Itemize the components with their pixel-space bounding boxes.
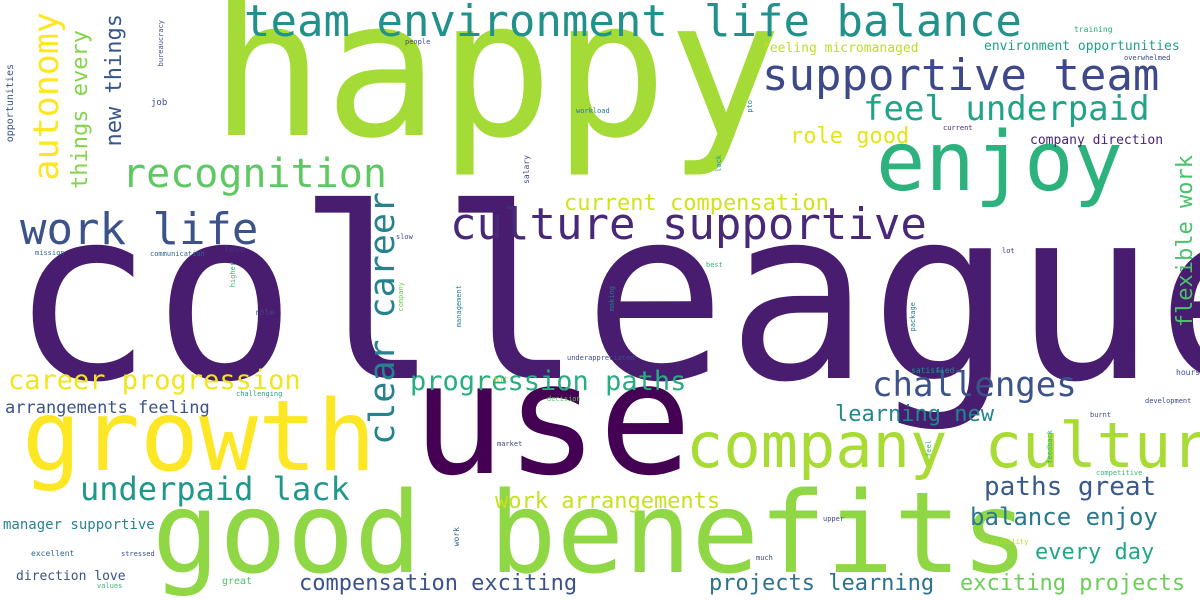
word-excellent: excellent [31, 549, 75, 558]
word-love: love [224, 245, 246, 255]
word-life-balance: life balance [704, 0, 1022, 47]
word-team-environment: team environment [244, 0, 668, 47]
word-current: current [943, 124, 973, 132]
word-lot: lot [1002, 247, 1015, 255]
word-manager-supportive: manager supportive [3, 517, 155, 533]
word-great: great [222, 576, 253, 587]
word-role: role [255, 308, 275, 317]
word-autonomy: autonomy [27, 12, 67, 181]
word-work: work [452, 527, 461, 547]
word-exciting-projects: exciting projects [960, 571, 1186, 596]
word-supportive-team: supportive team [762, 50, 1160, 101]
word-clear-career: clear career [363, 192, 403, 445]
word-happy: happy [210, 0, 782, 180]
word-mission: mission [35, 249, 65, 257]
word-direction-love: direction love [16, 569, 126, 584]
word-environment-opportunities: environment opportunities [984, 39, 1180, 54]
word-making: making [608, 286, 616, 312]
word-decision: decision [547, 395, 581, 403]
word-pto: pto [746, 100, 754, 113]
word-bureaucracy: bureaucracy [157, 20, 165, 67]
word-package: package [909, 302, 917, 332]
word-every-day: every day [1035, 540, 1155, 565]
word-flexibility: flexibility [982, 538, 1029, 546]
word-feel: feel [925, 440, 933, 457]
word-current-compensation: current compensation [564, 191, 829, 216]
word-salary: salary [522, 155, 531, 184]
word-workload: workload [576, 107, 610, 115]
word-progression-paths: progression paths [410, 366, 687, 397]
word-challenges: challenges [872, 365, 1077, 405]
word-career-progression: career progression [8, 365, 301, 396]
word-use: use [412, 329, 692, 510]
word-new-things: new things [102, 14, 127, 147]
word-growth: growth [22, 380, 377, 494]
word-lack: lack [715, 155, 723, 172]
word-development: development [1145, 397, 1192, 405]
word-market: market [497, 440, 523, 448]
word-communication: communication [150, 250, 205, 258]
word-compensation-exciting: compensation exciting [299, 571, 578, 596]
word-work-life: work life [20, 204, 259, 255]
word-training: training [1074, 25, 1113, 34]
word-underpaid-lack: underpaid lack [80, 470, 350, 508]
word-opportunities: opportunities [5, 64, 16, 143]
word-role-good: role good [790, 124, 910, 149]
word-people: people [405, 38, 431, 46]
word-culture-supportive: culture supportive [450, 199, 927, 250]
word-feedback: feedback [1046, 430, 1054, 464]
word-job: job [151, 98, 168, 108]
word-best: best [706, 261, 723, 269]
word-burnt: burnt [1090, 411, 1112, 419]
word-company: company [397, 282, 405, 312]
word-underappreciated: underappreciated [567, 354, 635, 362]
word-enjoy: enjoy [876, 115, 1123, 210]
word-competitive: competitive [1096, 469, 1143, 477]
word-colleagues: colleagues [10, 158, 1200, 435]
word-flexible-work: flexible work [1173, 155, 1198, 328]
word-bit: bit [494, 375, 509, 384]
word-hours: hours [1176, 368, 1200, 377]
word-company-culture: company culture [686, 409, 1200, 482]
word-higher: higher [229, 262, 237, 288]
word-stressed: stressed [121, 550, 155, 558]
word-recognition: recognition [122, 151, 387, 197]
word-upper: upper [823, 515, 845, 523]
word-paths-great: paths great [984, 472, 1157, 502]
word-feel-underpaid: feel underpaid [863, 89, 1150, 129]
word-challenging: challenging [236, 390, 283, 398]
word-work-arrangements: work arrangements [495, 489, 721, 514]
word-balance-enjoy: balance enjoy [970, 503, 1158, 531]
word-arrangements-feeling: arrangements feeling [5, 398, 210, 418]
word-company-direction: company direction [1030, 133, 1164, 148]
word-slow: slow [396, 233, 413, 241]
word-overwhelmed: overwhelmed [1124, 54, 1171, 62]
word-values: values [97, 582, 123, 590]
word-feeling-micromanaged: feeling micromanaged [762, 41, 919, 56]
word-things-every: things every [68, 30, 93, 189]
word-management: management [455, 285, 463, 328]
word-learning-new: learning new [835, 402, 994, 427]
word-much: much [756, 554, 773, 562]
word-satisfied: satisfied [911, 366, 955, 375]
word-good-benefits: good benefits [152, 469, 1029, 599]
word-projects-learning: projects learning [709, 571, 935, 596]
